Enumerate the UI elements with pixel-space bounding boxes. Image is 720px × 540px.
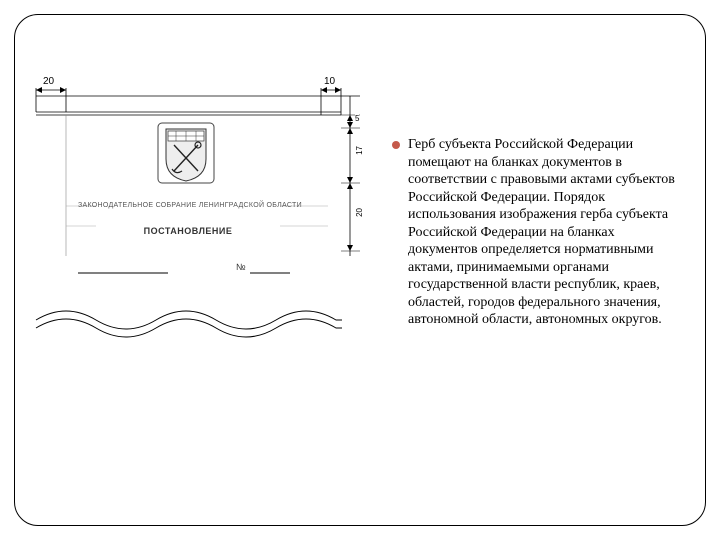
dim-right-3: 20 xyxy=(355,208,364,217)
description-text: Герб субъекта Российской Федерации помещ… xyxy=(408,136,684,329)
dim-top-left: 20 xyxy=(43,76,54,87)
form-doc-type: ПОСТАНОВЛЕНИЕ xyxy=(138,226,238,236)
bullet-item: Герб субъекта Российской Федерации помещ… xyxy=(392,136,684,329)
form-subject-line: ЗАКОНОДАТЕЛЬНОЕ СОБРАНИЕ ЛЕНИНГРАДСКОЙ О… xyxy=(78,202,293,209)
form-number-label: № xyxy=(236,262,246,272)
dim-top-right: 10 xyxy=(324,76,335,87)
form-diagram: 20 10 5 17 20 ЗАКОНОДАТЕЛЬНОЕ СОБРАНИЕ Л… xyxy=(28,28,368,512)
bullet-icon xyxy=(392,141,400,149)
dim-right-1: 5 xyxy=(355,114,359,123)
dim-right-2: 17 xyxy=(355,146,364,155)
